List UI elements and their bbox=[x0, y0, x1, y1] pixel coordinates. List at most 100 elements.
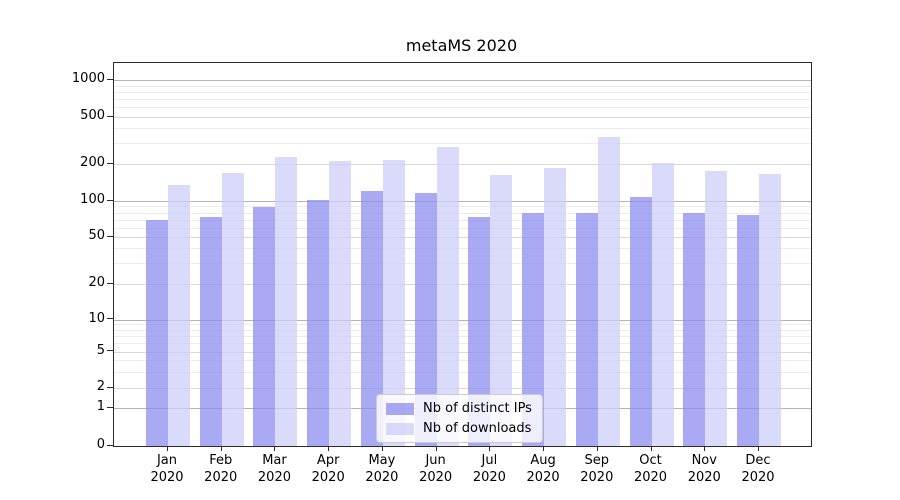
x-tick-label: Aug 2020 bbox=[526, 453, 560, 485]
bar bbox=[168, 184, 190, 446]
bar bbox=[199, 216, 222, 446]
x-tick-label: Jan 2020 bbox=[150, 453, 184, 485]
y-tick-mark bbox=[107, 444, 113, 446]
legend-item-downloads: Nb of downloads bbox=[386, 421, 532, 436]
grid-line bbox=[114, 117, 811, 118]
legend-item-distinct-ips: Nb of distinct IPs bbox=[386, 401, 532, 416]
y-tick-label: 500 bbox=[80, 108, 105, 123]
distinct-ips-swatch-icon bbox=[386, 402, 414, 415]
grid-line bbox=[114, 219, 811, 221]
bar bbox=[705, 171, 728, 446]
x-tick-mark bbox=[274, 446, 276, 451]
grid-line bbox=[114, 227, 811, 229]
y-tick-mark bbox=[107, 318, 113, 319]
bar bbox=[597, 136, 620, 446]
bar bbox=[221, 172, 244, 446]
bar bbox=[360, 191, 383, 446]
x-tick-label: Jul 2020 bbox=[472, 453, 506, 485]
bar bbox=[683, 212, 706, 446]
grid-line bbox=[114, 128, 811, 130]
y-tick-mark bbox=[107, 115, 113, 117]
y-tick-mark bbox=[107, 78, 113, 80]
y-tick-mark bbox=[107, 162, 113, 164]
grid-line bbox=[114, 263, 811, 265]
grid-line bbox=[114, 85, 811, 87]
x-tick-mark bbox=[435, 446, 437, 451]
x-tick-mark bbox=[328, 446, 330, 451]
grid-line bbox=[114, 80, 811, 81]
x-tick-mark bbox=[543, 446, 545, 451]
x-tick-mark bbox=[220, 446, 222, 451]
legend: Nb of distinct IPs Nb of downloads bbox=[376, 394, 543, 443]
x-tick-label: Dec 2020 bbox=[741, 453, 775, 485]
y-tick-mark bbox=[107, 350, 113, 351]
bar bbox=[490, 175, 513, 446]
grid-line bbox=[114, 335, 811, 337]
x-tick-mark bbox=[757, 446, 759, 451]
y-tick-mark bbox=[107, 282, 113, 284]
bar bbox=[414, 193, 437, 446]
bar bbox=[629, 197, 652, 446]
bar bbox=[436, 146, 459, 446]
x-tick-label: Feb 2020 bbox=[204, 453, 238, 485]
x-tick-mark bbox=[650, 446, 652, 451]
grid-line bbox=[114, 319, 811, 321]
bar bbox=[651, 163, 674, 446]
grid-line bbox=[114, 201, 811, 202]
bar bbox=[736, 215, 759, 446]
grid-line bbox=[114, 360, 811, 362]
bar bbox=[575, 213, 598, 446]
x-tick-mark bbox=[489, 446, 491, 451]
grid-line bbox=[114, 99, 811, 101]
x-tick-label: May 2020 bbox=[365, 453, 399, 485]
x-tick-label: Mar 2020 bbox=[257, 453, 291, 485]
y-tick-label: 200 bbox=[80, 155, 105, 170]
grid-line bbox=[114, 284, 811, 285]
x-tick-label: Sep 2020 bbox=[580, 453, 614, 485]
legend-label: Nb of distinct IPs bbox=[423, 401, 532, 416]
x-tick-label: Oct 2020 bbox=[633, 453, 668, 485]
legend-label: Nb of downloads bbox=[423, 421, 532, 436]
grid-line bbox=[114, 164, 811, 165]
y-tick-label: 0 bbox=[96, 437, 105, 452]
y-tick-label: 1000 bbox=[71, 71, 105, 86]
bar bbox=[382, 159, 405, 446]
x-tick-mark bbox=[167, 446, 168, 451]
y-tick-label: 5 bbox=[96, 342, 105, 358]
downloads-swatch-icon bbox=[386, 422, 414, 435]
x-tick-label: Nov 2020 bbox=[687, 453, 721, 485]
bar bbox=[544, 167, 567, 446]
bar bbox=[253, 207, 276, 446]
y-tick-mark bbox=[107, 235, 113, 237]
y-tick-mark bbox=[107, 199, 113, 201]
x-tick-mark bbox=[596, 446, 598, 451]
x-tick-mark bbox=[381, 446, 383, 451]
grid-line bbox=[114, 206, 811, 208]
y-tick-label: 2 bbox=[96, 379, 105, 394]
y-tick-mark bbox=[107, 406, 113, 408]
chart-title: metaMS 2020 bbox=[405, 36, 518, 55]
bar bbox=[307, 199, 330, 446]
bar bbox=[329, 160, 352, 446]
x-tick-label: Apr 2020 bbox=[311, 453, 345, 485]
bar bbox=[275, 157, 298, 446]
grid-line bbox=[114, 91, 811, 93]
grid-line bbox=[114, 388, 811, 389]
grid-line bbox=[114, 212, 811, 214]
plot-area bbox=[113, 62, 812, 447]
grid-line bbox=[114, 237, 811, 238]
x-tick-label: Jun 2020 bbox=[419, 453, 453, 485]
bar bbox=[146, 219, 168, 446]
y-tick-label: 50 bbox=[88, 228, 105, 243]
grid-line bbox=[114, 107, 811, 109]
bar bbox=[522, 213, 545, 446]
grid-line bbox=[114, 343, 811, 345]
y-tick-label: 1 bbox=[96, 399, 105, 414]
grid-line bbox=[114, 324, 811, 326]
grid-line bbox=[114, 351, 811, 353]
x-tick-mark bbox=[704, 446, 706, 451]
y-tick-label: 10 bbox=[88, 310, 105, 326]
y-tick-label: 20 bbox=[88, 275, 105, 290]
y-tick-mark bbox=[107, 386, 113, 388]
